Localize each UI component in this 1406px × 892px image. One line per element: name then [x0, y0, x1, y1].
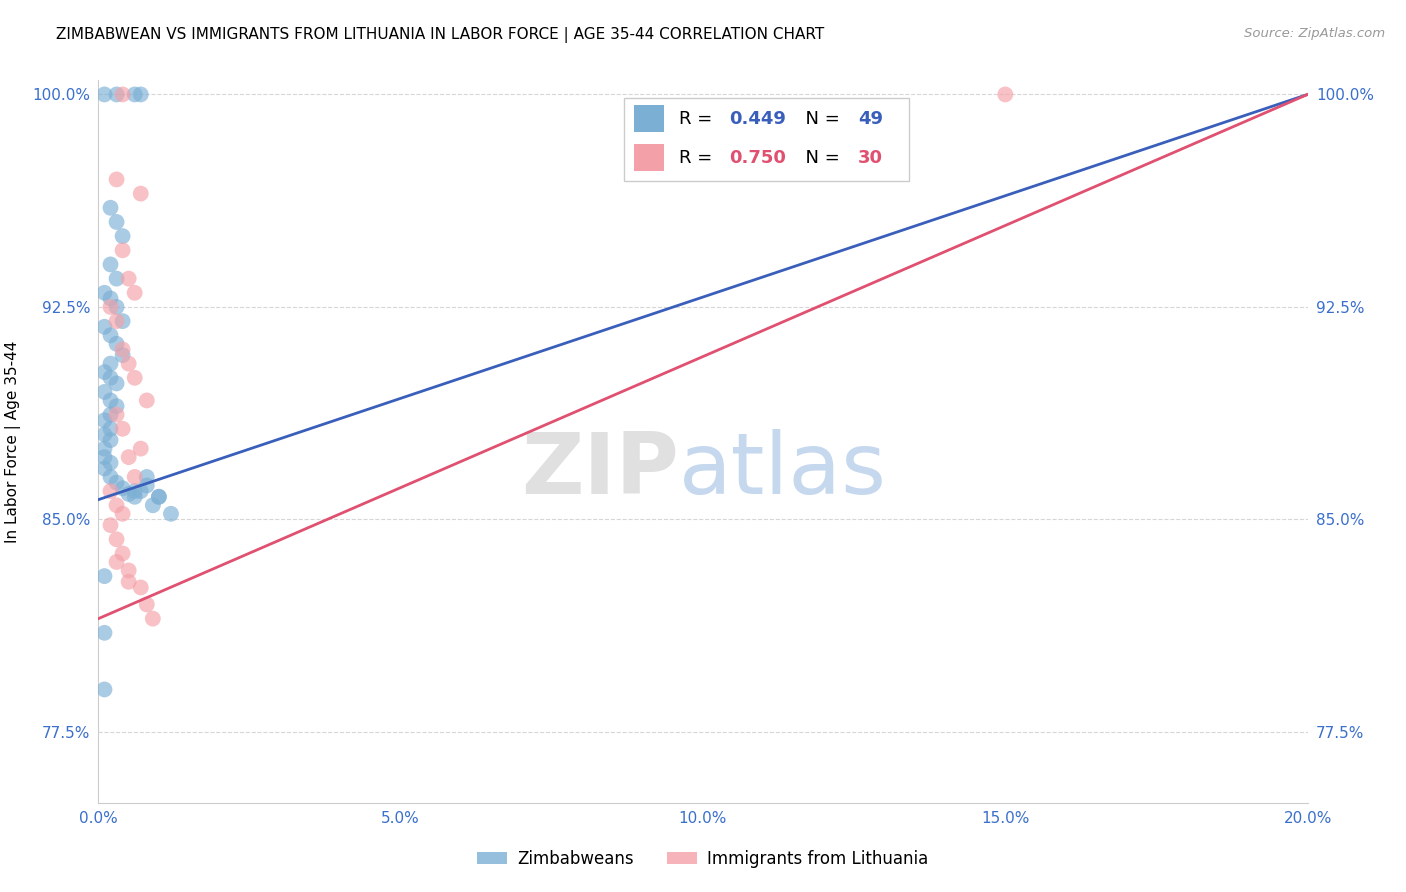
- Point: [111, 481, 134, 495]
- Point: [111, 507, 134, 521]
- Text: N =: N =: [794, 110, 845, 128]
- Bar: [634, 144, 664, 171]
- Point: [142, 612, 165, 626]
- Point: [93, 450, 115, 464]
- Point: [124, 490, 146, 504]
- Point: [105, 215, 128, 229]
- Point: [100, 371, 122, 385]
- Point: [118, 450, 141, 464]
- Text: 30: 30: [858, 149, 883, 167]
- Point: [111, 244, 134, 258]
- Point: [93, 87, 115, 102]
- Point: [105, 336, 128, 351]
- Point: [135, 470, 157, 484]
- Text: Source: ZipAtlas.com: Source: ZipAtlas.com: [1244, 27, 1385, 40]
- Point: [100, 300, 122, 314]
- Point: [129, 442, 152, 456]
- Point: [118, 357, 141, 371]
- Point: [93, 461, 115, 475]
- Point: [994, 87, 1017, 102]
- Point: [118, 564, 141, 578]
- Point: [100, 292, 122, 306]
- Point: [124, 285, 146, 300]
- Point: [111, 314, 134, 328]
- Point: [100, 328, 122, 343]
- Text: R =: R =: [679, 110, 718, 128]
- Point: [124, 484, 146, 499]
- Point: [100, 456, 122, 470]
- Point: [148, 490, 170, 504]
- Point: [93, 285, 115, 300]
- Point: [105, 533, 128, 547]
- Point: [100, 393, 122, 408]
- Point: [100, 484, 122, 499]
- Text: 0.750: 0.750: [730, 149, 786, 167]
- Point: [93, 413, 115, 427]
- Point: [100, 408, 122, 422]
- Point: [135, 598, 157, 612]
- Text: ZIMBABWEAN VS IMMIGRANTS FROM LITHUANIA IN LABOR FORCE | AGE 35-44 CORRELATION C: ZIMBABWEAN VS IMMIGRANTS FROM LITHUANIA …: [56, 27, 824, 43]
- Point: [129, 186, 152, 201]
- Point: [118, 574, 141, 589]
- Point: [124, 87, 146, 102]
- Point: [129, 581, 152, 595]
- Point: [105, 555, 128, 569]
- Point: [148, 490, 170, 504]
- Point: [105, 314, 128, 328]
- Point: [93, 365, 115, 379]
- Text: R =: R =: [679, 149, 718, 167]
- Point: [93, 319, 115, 334]
- Point: [111, 546, 134, 560]
- Legend: Zimbabweans, Immigrants from Lithuania: Zimbabweans, Immigrants from Lithuania: [471, 844, 935, 875]
- Text: atlas: atlas: [679, 429, 887, 512]
- Point: [105, 87, 128, 102]
- Point: [111, 343, 134, 357]
- Point: [105, 271, 128, 285]
- Point: [111, 422, 134, 436]
- Point: [129, 484, 152, 499]
- Point: [105, 300, 128, 314]
- Point: [100, 257, 122, 271]
- Text: 49: 49: [858, 110, 883, 128]
- Point: [118, 271, 141, 285]
- Point: [100, 422, 122, 436]
- Point: [100, 518, 122, 533]
- Text: 0.449: 0.449: [730, 110, 786, 128]
- Point: [124, 371, 146, 385]
- Point: [105, 475, 128, 490]
- Point: [129, 87, 152, 102]
- Point: [93, 427, 115, 442]
- Point: [100, 357, 122, 371]
- Point: [100, 433, 122, 447]
- Point: [93, 682, 115, 697]
- Point: [160, 507, 183, 521]
- Point: [93, 442, 115, 456]
- Text: ZIP: ZIP: [522, 429, 679, 512]
- Point: [100, 201, 122, 215]
- Point: [93, 625, 115, 640]
- Point: [118, 487, 141, 501]
- Point: [124, 470, 146, 484]
- Point: [93, 384, 115, 399]
- Point: [105, 399, 128, 413]
- Point: [135, 478, 157, 492]
- Point: [105, 498, 128, 512]
- FancyBboxPatch shape: [624, 98, 908, 181]
- Point: [100, 470, 122, 484]
- Point: [111, 229, 134, 244]
- Point: [111, 348, 134, 362]
- Text: N =: N =: [794, 149, 845, 167]
- Point: [105, 172, 128, 186]
- Y-axis label: In Labor Force | Age 35-44: In Labor Force | Age 35-44: [6, 341, 21, 542]
- Point: [93, 569, 115, 583]
- Point: [105, 376, 128, 391]
- Point: [111, 87, 134, 102]
- Point: [142, 498, 165, 512]
- Point: [105, 408, 128, 422]
- Point: [135, 393, 157, 408]
- Bar: [634, 105, 664, 132]
